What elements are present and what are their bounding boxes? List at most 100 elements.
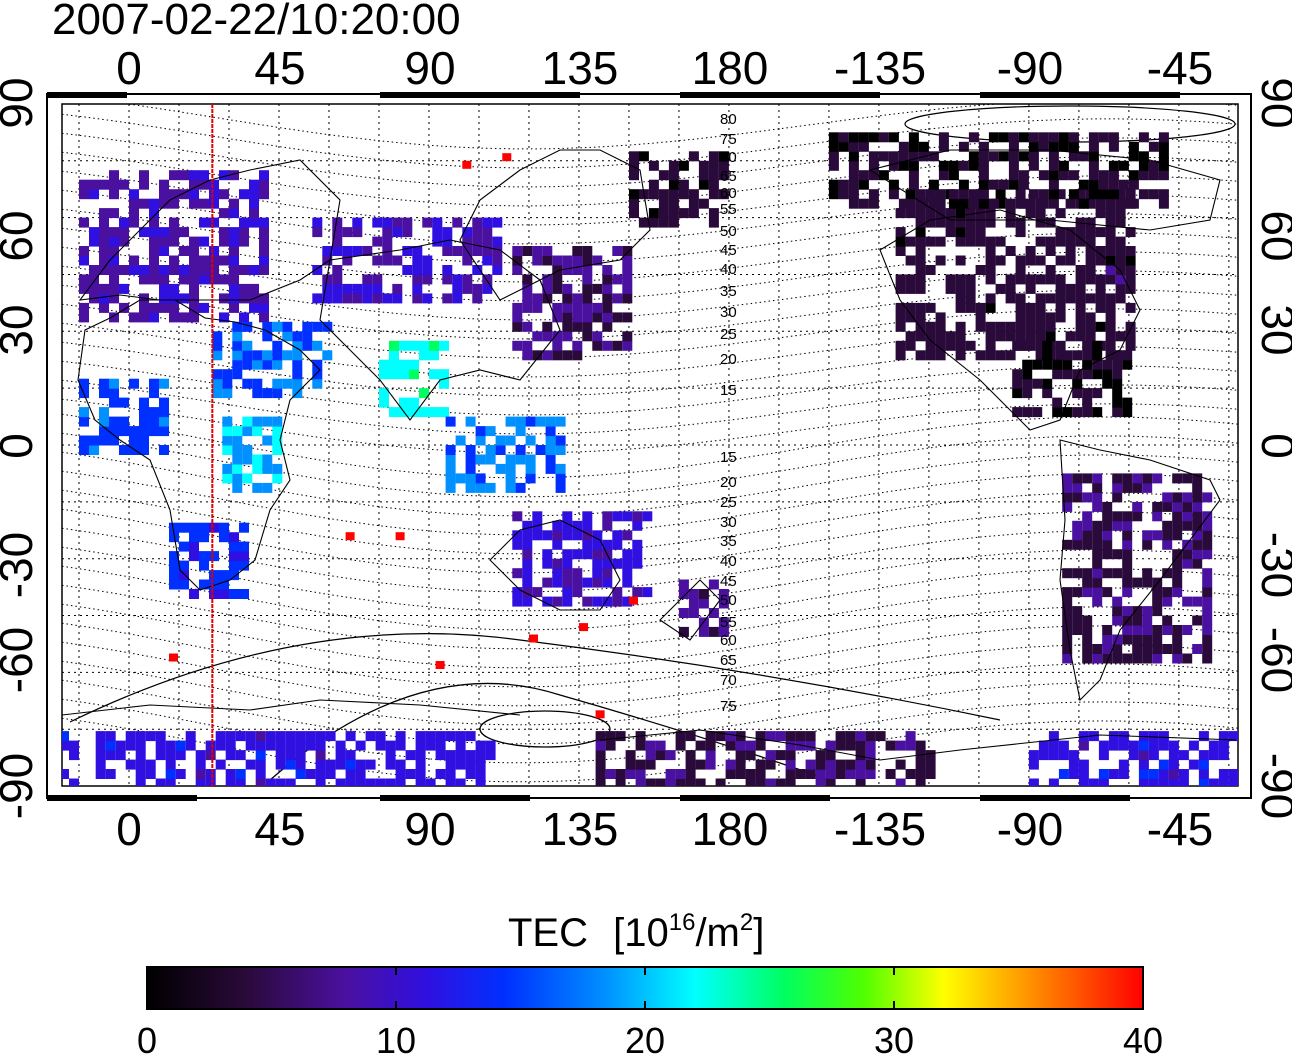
tec-cell <box>868 170 879 181</box>
tec-cell <box>562 568 573 579</box>
tec-cell <box>355 778 366 786</box>
tec-cell <box>179 265 189 275</box>
tec-cell <box>445 454 456 465</box>
tec-cell <box>379 388 389 399</box>
tec-cell <box>1192 482 1203 493</box>
contour-label: 55 <box>720 201 737 218</box>
tec-cell <box>915 769 926 779</box>
tec-cell <box>1162 568 1173 579</box>
tec-cell <box>222 435 233 446</box>
tec-cell <box>998 132 1009 143</box>
tec-cell <box>362 283 373 294</box>
tec-cell <box>858 132 869 143</box>
tec-cell <box>1048 778 1059 786</box>
tec-cell <box>515 482 526 493</box>
tec-cell <box>1065 236 1076 247</box>
tec-cell <box>1112 350 1123 361</box>
tec-cell <box>285 778 296 786</box>
tec-cell <box>95 769 106 779</box>
coastline-path <box>1059 439 1221 702</box>
tec-cell <box>1062 482 1073 493</box>
latitude-tick-label: -60 <box>1252 627 1292 693</box>
tec-cell <box>582 520 593 531</box>
tec-cell <box>455 435 466 446</box>
tec-cell <box>165 769 176 779</box>
tec-cell <box>465 769 476 779</box>
tec-cell <box>1065 331 1076 342</box>
frame-edge-bar <box>980 795 1130 801</box>
tec-cell <box>572 530 583 541</box>
longitude-tick-label: -135 <box>834 42 926 94</box>
tec-cell <box>602 520 613 531</box>
tec-cell <box>1048 189 1059 200</box>
tec-cell <box>582 539 593 550</box>
tec-cell <box>785 778 796 786</box>
tec-cell <box>1015 265 1026 275</box>
tec-cell <box>1035 274 1046 285</box>
tec-cell <box>1088 141 1099 152</box>
tec-cell <box>595 740 606 751</box>
tec-cell <box>219 170 229 181</box>
tec-cell <box>245 740 256 751</box>
tec-cell <box>1125 302 1136 313</box>
tec-cell <box>1008 151 1019 162</box>
tec-cell <box>429 407 439 418</box>
tec-cell <box>1075 312 1086 323</box>
tec-cell <box>858 141 869 152</box>
tec-cell <box>1182 511 1193 522</box>
tec-cell <box>1082 350 1093 361</box>
tec-cell <box>275 778 286 786</box>
tec-cell <box>229 265 239 275</box>
tec-cell <box>1055 189 1066 200</box>
tec-cell <box>462 283 473 294</box>
tec-cell <box>1082 653 1093 664</box>
tec-cell <box>562 293 573 304</box>
tec-cell <box>382 236 393 247</box>
tec-cell <box>985 321 996 332</box>
tec-cell <box>1072 350 1083 361</box>
tec-cell <box>345 759 356 770</box>
tec-cell <box>602 558 613 569</box>
tec-cell <box>1045 321 1056 332</box>
tec-cell <box>515 445 526 455</box>
tec-cell <box>169 217 179 228</box>
tec-cell <box>212 378 223 389</box>
tec-cell <box>1018 132 1029 143</box>
tec-cell <box>1142 530 1153 541</box>
tec-cell <box>925 769 936 779</box>
tec-cell <box>1015 312 1026 323</box>
tec-cell <box>219 522 229 533</box>
tec-cell <box>838 179 849 190</box>
frame-edge-bars <box>47 92 1180 801</box>
tec-cell <box>225 750 236 761</box>
tec-cell <box>595 769 606 779</box>
tec-cell <box>522 539 533 550</box>
tec-cell <box>1202 653 1213 664</box>
tec-cell <box>412 265 423 275</box>
tec-cell <box>1092 501 1103 512</box>
tec-cell <box>1108 769 1119 779</box>
tec-cell <box>642 587 653 598</box>
tec-region-caribbean <box>1012 340 1133 418</box>
tec-cell <box>395 769 406 779</box>
tec-cell <box>605 740 616 751</box>
tec-cell <box>828 132 839 143</box>
tec-cell <box>149 208 159 219</box>
tec-cell <box>785 769 796 779</box>
tec-cell <box>285 740 296 751</box>
tec-cell <box>1028 141 1039 152</box>
tec-cell <box>1072 606 1083 617</box>
tec-cell <box>229 198 239 209</box>
tec-cell <box>785 759 796 770</box>
colorbar-unit-exp2: 2 <box>740 909 753 936</box>
tec-cell <box>419 340 429 351</box>
tec-cell <box>242 454 253 465</box>
tec-cell <box>632 520 643 531</box>
tec-cell <box>688 189 699 200</box>
tec-cell <box>905 740 916 751</box>
tec-cell <box>948 160 959 171</box>
tec-cell <box>1182 549 1193 560</box>
tec-cell <box>1228 769 1238 779</box>
tec-cell <box>179 522 189 533</box>
tec-cell <box>239 560 249 571</box>
